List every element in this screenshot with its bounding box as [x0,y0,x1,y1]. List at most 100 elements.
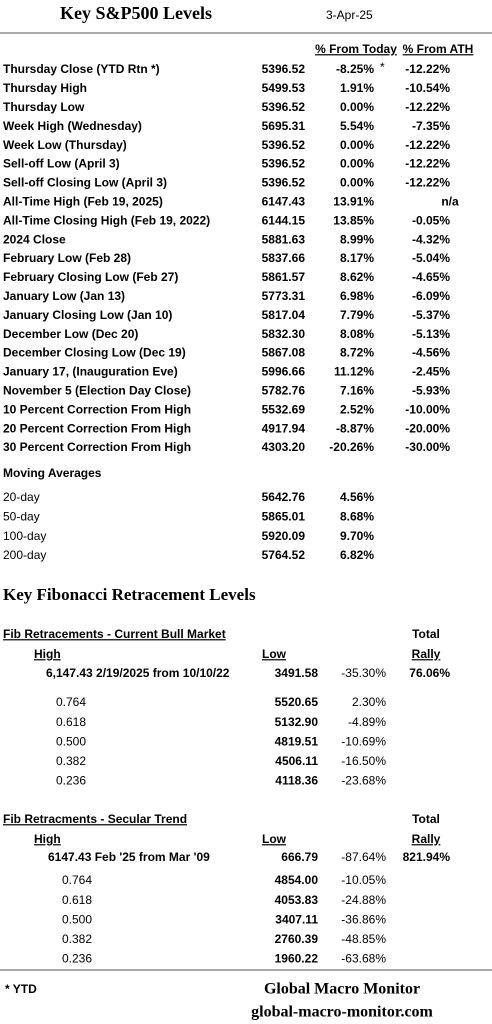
pct-ath: -6.09% [412,289,450,303]
fib-title: Fib Retracments - Secular Trend [3,812,187,826]
footnote: * YTD [5,982,37,996]
title: Key S&P500 Levels [60,3,212,23]
price: 5396.52 [262,138,306,152]
pct-today: 13.91% [333,194,374,208]
price: 5782.76 [262,383,306,397]
fib-ratio: 0.382 [56,754,86,768]
fib-price: 2760.39 [275,932,319,946]
pct-ath: -12.22% [405,100,450,114]
fib-ratio: 0.618 [62,893,92,907]
pct-today: -20.26% [329,440,374,454]
row-label: December Closing Low (Dec 19) [3,346,186,360]
pct-today: 8.62% [340,270,374,284]
column-header: % From Today [315,42,397,56]
fib-pct: -87.64% [341,850,386,864]
price: 5861.57 [262,270,306,284]
pct-ath: -5.93% [412,383,450,397]
row-label: January 17, (Inauguration Eve) [3,365,178,379]
pct-today: 0.00% [340,138,374,152]
fib-ratio: 0.500 [56,734,86,748]
pct-ath: -4.65% [412,270,450,284]
pct-ath: -12.22% [405,138,450,152]
fib-ratio: 0.764 [56,695,86,709]
brand: Global Macro Monitor [264,981,420,998]
row-label: February Closing Low (Feb 27) [3,270,178,284]
fib-low: 3491.58 [275,666,319,680]
fib-header: High [34,647,61,661]
fib-pct: -16.50% [341,754,386,768]
row-label: December Low (Dec 20) [3,327,138,341]
price: 5642.76 [262,490,306,504]
section-title: Key Fibonacci Retracement Levels [3,585,256,604]
price: 5867.08 [262,346,306,360]
site: global-macro-monitor.com [251,1004,433,1021]
column-header: % From ATH [403,42,474,56]
pct-ath: -0.05% [412,213,450,227]
fib-header: Low [262,647,287,661]
price: 4917.94 [262,421,306,435]
row-label: Thursday High [3,81,87,95]
row-label: 200-day [3,548,46,562]
fib-header: Total [412,627,440,641]
pct-today: 11.12% [334,365,374,379]
fib-pct: -4.89% [348,715,386,729]
pct-today: 2.52% [340,402,374,416]
pct-ath: -7.35% [412,119,450,133]
price: 5920.09 [262,529,306,543]
row-label: 20-day [3,490,40,504]
row-label: January Low (Jan 13) [3,289,125,303]
fib-pct: -63.68% [341,952,386,966]
pct-today: 7.79% [340,308,374,322]
pct-ath: -12.22% [405,62,450,76]
pct-ath: -10.00% [405,402,450,416]
price: 6144.15 [262,213,306,227]
price: 5881.63 [262,232,306,246]
row-label: 100-day [3,529,46,543]
row-label: Week High (Wednesday) [3,119,142,133]
fib-pct: -23.68% [341,774,386,788]
pct-today: 1.91% [340,81,374,95]
pct-today: 6.98% [340,289,374,303]
fib-title: Fib Retracements - Current Bull Market [3,627,226,641]
row-label: 2024 Close [3,232,66,246]
row-label: All-Time Closing High (Feb 19, 2022) [3,213,210,227]
pct-today: 8.99% [340,232,374,246]
price: 5499.53 [262,81,306,95]
fib-ratio: 0.500 [62,912,92,926]
row-label: February Low (Feb 28) [3,251,131,265]
fib-header: Total [412,812,440,826]
price: 5996.66 [262,365,306,379]
pct-ath: -5.13% [412,327,450,341]
pct-today: 13.85% [333,213,374,227]
row-label: 10 Percent Correction From High [3,402,191,416]
fib-price: 4118.36 [275,774,318,788]
row-label: Thursday Close (YTD Rtn *) [3,62,160,76]
row-label: Sell-off Closing Low (April 3) [3,176,167,190]
fib-pct: -36.86% [341,912,386,926]
price: 5695.31 [262,119,306,133]
fib-price: 4819.51 [275,734,319,748]
price: 5832.30 [262,327,306,341]
pct-today: -8.87% [336,421,374,435]
fib-pct: -10.69% [341,734,386,748]
pct-today: 0.00% [340,100,374,114]
fib-ratio: 0.236 [62,952,92,966]
row-label: Week Low (Thursday) [3,138,127,152]
pct-ath: -2.45% [412,365,450,379]
fib-pct: 2.30% [352,695,386,709]
pct-ath: -4.56% [412,346,450,360]
fib-price: 5132.90 [275,715,319,729]
row-label: 50-day [3,509,40,523]
row-label: November 5 (Election Day Close) [3,383,191,397]
pct-ath: n/a [441,194,459,208]
pct-today: -8.25% [336,62,374,76]
pct-ath: -5.04% [412,251,450,265]
pct-today: 7.16% [340,383,374,397]
fib-price: 1960.22 [275,952,319,966]
row-label: Sell-off Low (April 3) [3,157,120,171]
fib-price: 4854.00 [275,873,319,887]
price: 5396.52 [262,100,306,114]
fib-rally: 821.94% [403,850,451,864]
fib-rally: 76.06% [409,666,450,680]
fib-pct: -24.88% [341,893,386,907]
